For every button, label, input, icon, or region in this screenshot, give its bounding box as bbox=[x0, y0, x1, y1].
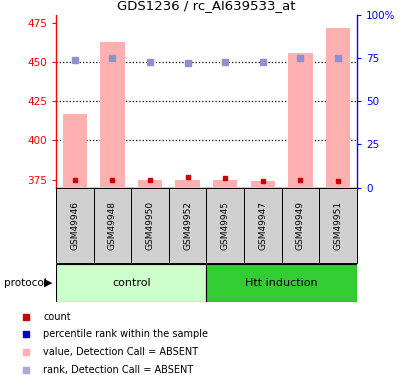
Text: value, Detection Call = ABSENT: value, Detection Call = ABSENT bbox=[43, 347, 198, 357]
Text: ▶: ▶ bbox=[44, 278, 52, 288]
Text: GSM49945: GSM49945 bbox=[221, 201, 230, 249]
Bar bbox=[100, 42, 124, 188]
Text: GSM49951: GSM49951 bbox=[334, 200, 343, 250]
Bar bbox=[56, 188, 94, 262]
Title: GDS1236 / rc_AI639533_at: GDS1236 / rc_AI639533_at bbox=[117, 0, 296, 12]
Text: GSM49950: GSM49950 bbox=[146, 200, 154, 250]
Text: GSM49948: GSM49948 bbox=[108, 201, 117, 249]
Bar bbox=[169, 188, 206, 262]
Text: Htt induction: Htt induction bbox=[245, 278, 318, 288]
Text: GSM49949: GSM49949 bbox=[296, 201, 305, 249]
Bar bbox=[326, 27, 350, 188]
Bar bbox=[244, 188, 282, 262]
Bar bbox=[56, 264, 206, 302]
Bar bbox=[282, 188, 319, 262]
Text: GSM49947: GSM49947 bbox=[259, 201, 267, 249]
Bar bbox=[206, 264, 357, 302]
Bar bbox=[251, 181, 275, 188]
Bar bbox=[206, 188, 244, 262]
Text: percentile rank within the sample: percentile rank within the sample bbox=[43, 329, 208, 339]
Text: control: control bbox=[112, 278, 151, 288]
Bar bbox=[94, 188, 131, 262]
Bar bbox=[213, 180, 237, 188]
Text: rank, Detection Call = ABSENT: rank, Detection Call = ABSENT bbox=[43, 365, 193, 375]
Bar bbox=[138, 180, 162, 188]
Bar bbox=[288, 53, 313, 188]
Bar bbox=[176, 180, 200, 188]
Bar bbox=[319, 188, 357, 262]
Bar bbox=[131, 188, 169, 262]
Text: GSM49946: GSM49946 bbox=[70, 201, 79, 249]
Text: count: count bbox=[43, 312, 71, 322]
Text: protocol: protocol bbox=[4, 278, 47, 288]
Text: GSM49952: GSM49952 bbox=[183, 201, 192, 249]
Bar bbox=[63, 114, 87, 188]
